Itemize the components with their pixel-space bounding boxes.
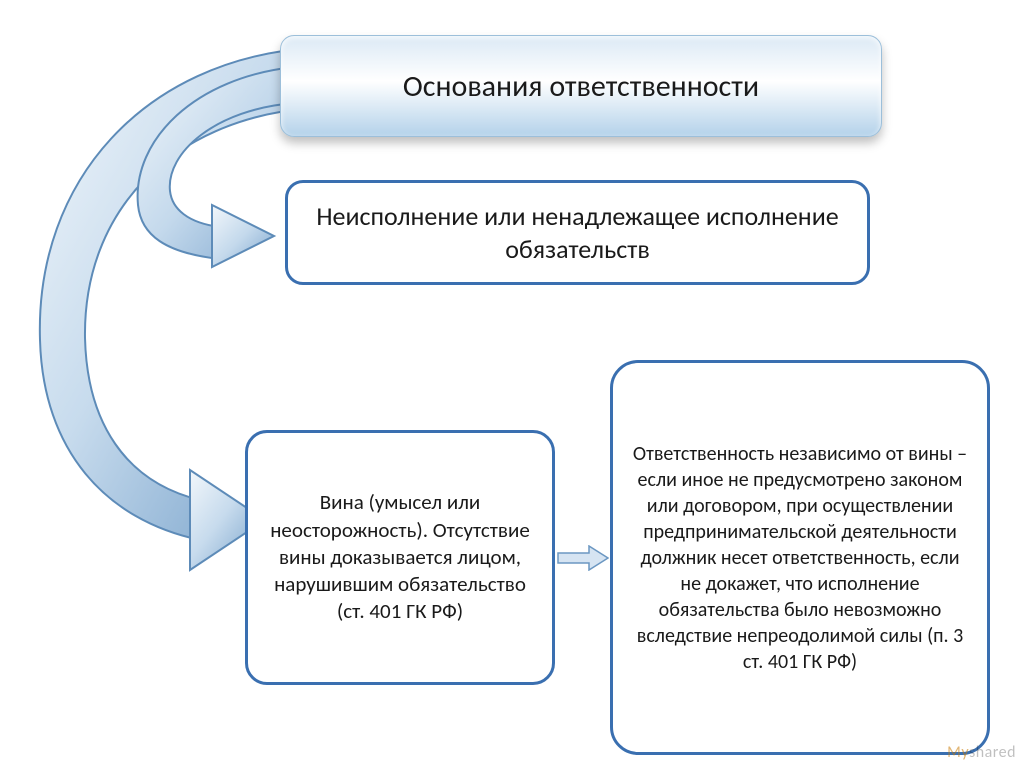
subtitle-text: Неисполнение или ненадлежащее исполнение… [306,200,849,265]
watermark: Myshared [947,743,1016,762]
title-text: Основания ответственности [403,68,759,105]
connector-arrow-icon [557,545,609,571]
watermark-suffix: shared [969,743,1016,762]
right-box: Ответственность независимо от вины – есл… [610,360,990,755]
subtitle-box: Неисполнение или ненадлежащее исполнение… [285,180,870,285]
diagram-canvas: Основания ответственности Неисполнение и… [0,0,1024,768]
left-box-text: Вина (умысел или неосторожность). Отсутс… [266,489,534,625]
left-box: Вина (умысел или неосторожность). Отсутс… [245,430,555,685]
title-box: Основания ответственности [280,35,882,137]
right-box-text: Ответственность независимо от вины – есл… [631,441,969,675]
watermark-prefix: My [947,743,969,762]
